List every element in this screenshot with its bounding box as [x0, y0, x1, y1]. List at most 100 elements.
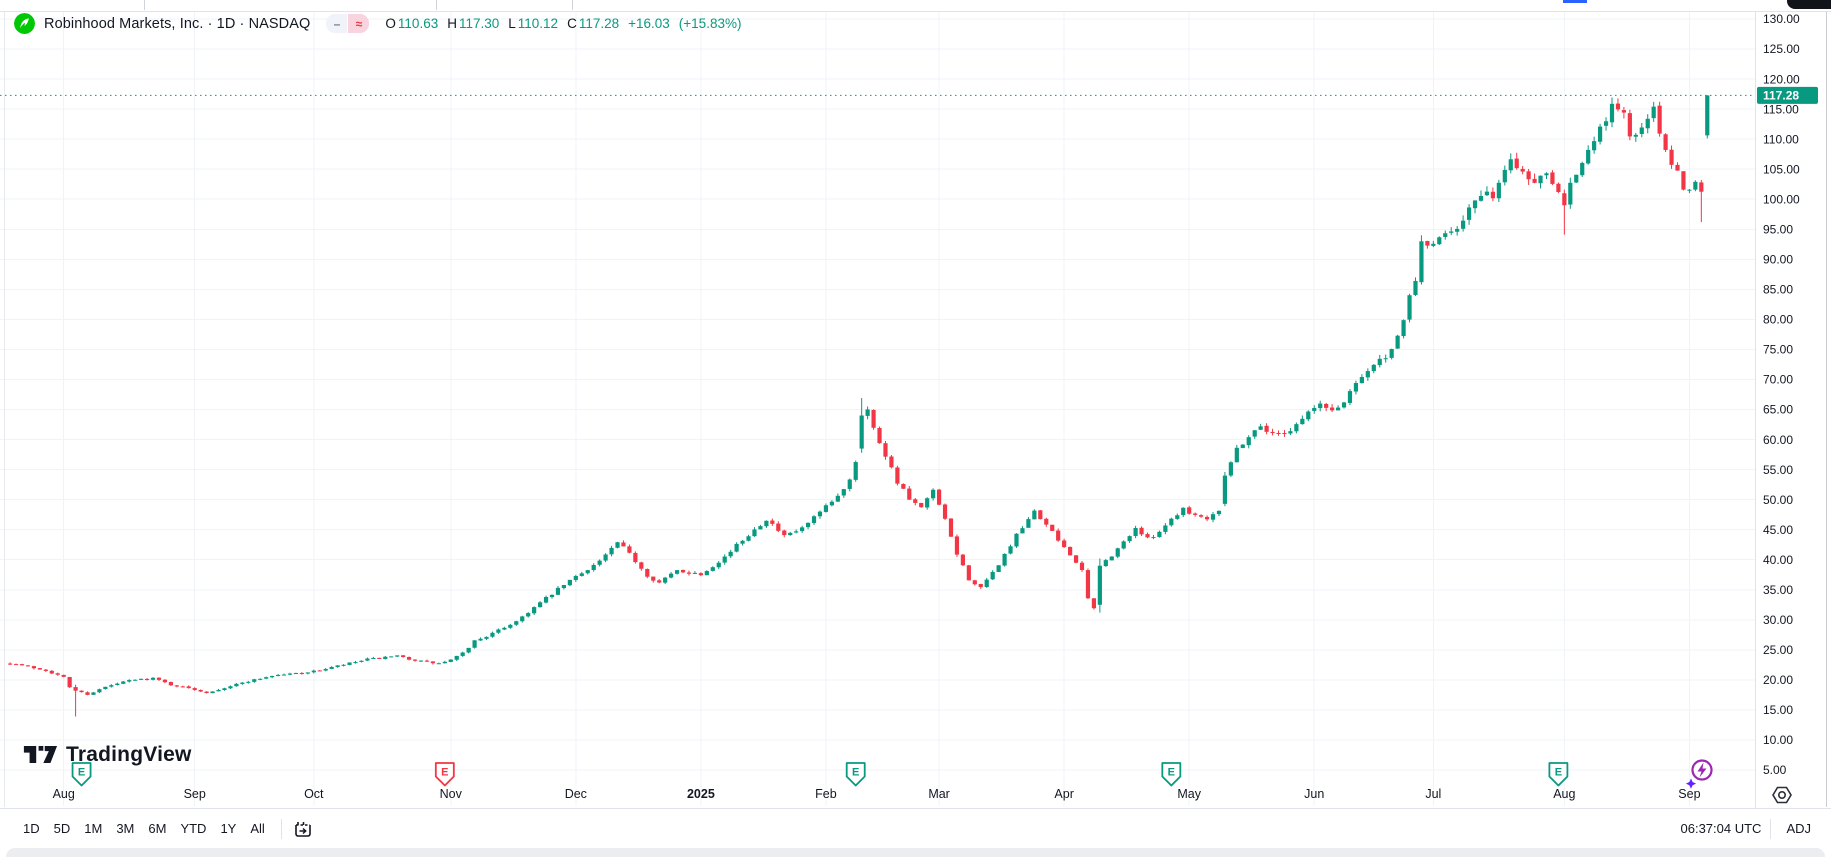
time-axis-label[interactable]: May [1177, 787, 1201, 801]
range-button-ytd[interactable]: YTD [173, 817, 213, 840]
time-axis-label[interactable]: Aug [53, 787, 75, 801]
candle [1347, 389, 1353, 406]
symbol-legend[interactable]: Robinhood Markets, Inc. · 1D · NASDAQ – … [14, 13, 741, 34]
candle [121, 680, 126, 685]
legend-minus-pill[interactable]: – [326, 14, 348, 33]
earnings-icon[interactable]: E [71, 762, 92, 787]
candle [1586, 145, 1591, 165]
candle [972, 579, 977, 586]
candle [1109, 556, 1114, 561]
candle [55, 672, 60, 676]
price-axis[interactable]: 5.00 10.00 15.00 20.00 25.00 30.00 35.00 40.00 4… [1763, 12, 1800, 777]
clock-utc[interactable]: 06:37:04 UTC [1680, 821, 1762, 836]
candle [1276, 430, 1281, 436]
candle [460, 651, 465, 657]
price-scale-settings-gear-icon[interactable] [1772, 786, 1792, 804]
range-button-1d[interactable]: 1D [16, 817, 47, 840]
time-axis-label[interactable]: Sep [1678, 787, 1700, 801]
candle [1705, 95, 1710, 139]
candle [395, 655, 400, 658]
candle [365, 657, 370, 662]
candle [133, 679, 138, 681]
time-axis-label[interactable]: Jul [1425, 787, 1441, 801]
time-axis-label[interactable]: 2025 [687, 787, 715, 801]
candle [1264, 423, 1269, 435]
earnings-icon[interactable]: E [1548, 762, 1569, 787]
time-axis-label[interactable]: Apr [1054, 787, 1073, 801]
candle [49, 670, 54, 675]
range-button-1y[interactable]: 1Y [213, 817, 243, 840]
candle [1669, 145, 1674, 169]
time-axis[interactable]: Aug Sep Oct Nov Dec 2025 Feb Mar Apr May Jun Jul Aug… [53, 787, 1701, 801]
legend-approx-pill[interactable]: ≈ [348, 14, 370, 33]
earnings-letter: E [441, 767, 448, 779]
candle [1312, 405, 1317, 414]
price-axis-label: 30.00 [1763, 613, 1793, 627]
price-axis-label: 45.00 [1763, 523, 1793, 537]
low-value: 110.12 [517, 16, 559, 31]
adjust-toggle[interactable]: ADJ [1786, 821, 1811, 836]
range-button-5d[interactable]: 5D [47, 817, 78, 840]
candle [591, 563, 596, 572]
candle [1413, 277, 1418, 297]
open-label: O [385, 16, 396, 31]
candle [740, 539, 745, 546]
candle [901, 483, 906, 489]
range-button-all[interactable]: All [243, 817, 271, 840]
candle [347, 662, 352, 666]
candle [805, 522, 811, 530]
candle [948, 518, 954, 537]
candle [669, 572, 674, 579]
earnings-letter: E [1555, 767, 1562, 779]
candle [406, 656, 412, 661]
event-flash-icon[interactable] [1685, 759, 1713, 789]
time-axis-label[interactable]: Mar [928, 787, 950, 801]
candle [103, 686, 108, 690]
time-axis-label[interactable]: Jun [1304, 787, 1324, 801]
price-axis-label: 130.00 [1763, 12, 1800, 26]
earnings-icon[interactable]: E [434, 762, 455, 787]
candle [960, 553, 965, 567]
candle [341, 664, 346, 667]
candle [377, 657, 382, 660]
candle [1597, 123, 1603, 145]
time-axis-label[interactable]: Sep [184, 787, 206, 801]
time-axis-label[interactable]: Nov [440, 787, 463, 801]
time-axis-label[interactable]: Aug [1553, 787, 1575, 801]
candle [1377, 354, 1382, 368]
candle [424, 659, 430, 663]
price-axis-label: 95.00 [1763, 222, 1793, 236]
candle [758, 524, 763, 530]
candle [811, 515, 817, 525]
candle [85, 691, 90, 696]
candle [305, 672, 310, 675]
range-button-1m[interactable]: 1M [77, 817, 109, 840]
candle [216, 688, 221, 692]
candle [1699, 180, 1704, 223]
candle [1520, 165, 1525, 175]
time-axis-label[interactable]: Feb [815, 787, 837, 801]
tradingview-attribution[interactable]: TradingView [22, 741, 192, 768]
candle [139, 678, 144, 681]
candle [1663, 133, 1668, 152]
price-axis-label: 75.00 [1763, 343, 1793, 357]
last-price-badge: 117.28 [1757, 86, 1818, 104]
candle [1056, 528, 1061, 542]
symbol-title[interactable]: Robinhood Markets, Inc. · 1D · NASDAQ [44, 15, 311, 32]
time-axis-label[interactable]: Oct [304, 787, 324, 801]
candle [1038, 509, 1043, 520]
price-axis-label: 55.00 [1763, 463, 1793, 477]
range-button-6m[interactable]: 6M [141, 817, 173, 840]
candle [1193, 512, 1198, 517]
candle [728, 549, 733, 559]
range-button-3m[interactable]: 3M [109, 817, 141, 840]
candle [1687, 189, 1692, 194]
candle [1580, 161, 1585, 177]
earnings-icon[interactable]: E [1161, 762, 1182, 787]
go-to-date-calendar-icon[interactable] [293, 819, 313, 839]
candle [1020, 526, 1025, 534]
earnings-icon[interactable]: E [845, 762, 866, 787]
time-axis-label[interactable]: Dec [565, 787, 587, 801]
